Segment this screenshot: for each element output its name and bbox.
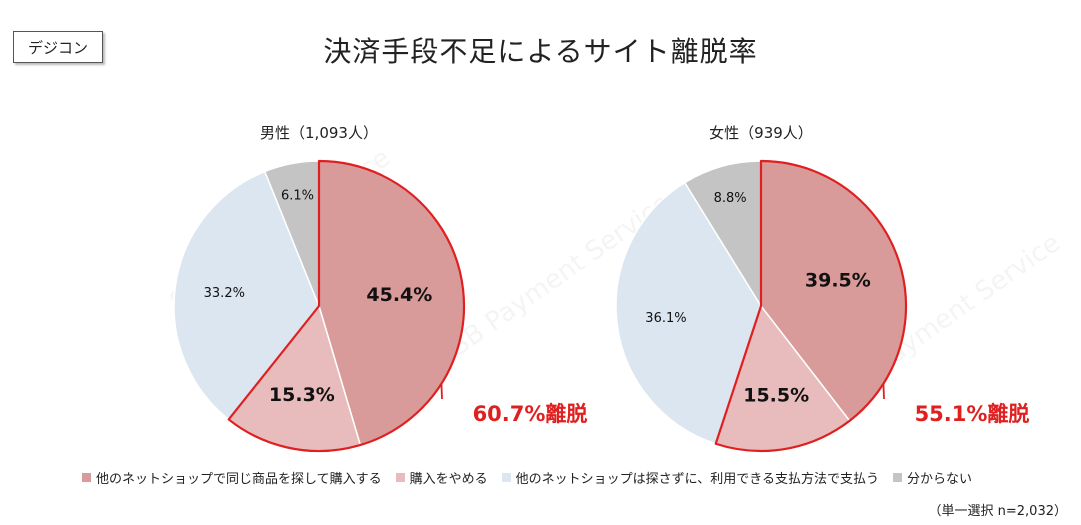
slice-label-1-2: 15.3% <box>269 384 335 406</box>
legend: 他のネットショップで同じ商品を探して購入する 購入をやめる 他のネットショップは… <box>82 468 972 487</box>
legend-label-1: 他のネットショップで同じ商品を探して購入する <box>96 472 382 487</box>
annotation-connector-2 <box>882 383 885 400</box>
legend-swatch-2 <box>395 473 405 482</box>
slice-label-2-1: 39.5% <box>805 269 871 291</box>
legend-item-3: 他のネットショップは探さずに、利用できる支払方法で支払う <box>501 468 879 487</box>
pie-slice-1-3 <box>173 170 320 421</box>
legend-item-1: 他のネットショップで同じ商品を探して購入する <box>82 468 382 487</box>
dropout-annotation-2: 55.1%離脱 <box>915 402 1030 426</box>
legend-label-4: 分からない <box>907 472 973 487</box>
legend-label-2: 購入をやめる <box>409 472 488 487</box>
legend-swatch-1 <box>82 473 91 482</box>
slice-label-1-1: 45.4% <box>366 284 432 306</box>
chart-title-2: 女性（939人） <box>709 124 813 142</box>
category-tag: デジコン <box>13 31 103 63</box>
legend-swatch-3 <box>501 473 511 482</box>
legend-swatch-4 <box>893 473 902 482</box>
slice-label-1-3: 33.2% <box>204 286 245 301</box>
slice-label-2-2: 15.5% <box>743 384 809 406</box>
footnote: （単一選択 n=2,032） <box>928 504 1067 519</box>
slice-label-1-4: 6.1% <box>281 189 314 204</box>
annotation-connector-1 <box>440 383 443 400</box>
dropout-annotation-1: 60.7%離脱 <box>473 402 588 426</box>
page-title: 決済手段不足によるサイト離脱率 <box>323 35 758 68</box>
legend-label-3: 他のネットショップは探さずに、利用できる支払方法で支払う <box>515 472 879 487</box>
legend-item-2: 購入をやめる <box>395 468 488 487</box>
slice-label-2-4: 8.8% <box>714 191 747 206</box>
legend-item-4: 分からない <box>893 468 972 487</box>
highlight-outline-2 <box>714 159 908 453</box>
chart-title-1: 男性（1,093人） <box>260 124 378 142</box>
slice-label-2-3: 36.1% <box>645 311 686 326</box>
highlight-outline-1 <box>227 159 466 453</box>
